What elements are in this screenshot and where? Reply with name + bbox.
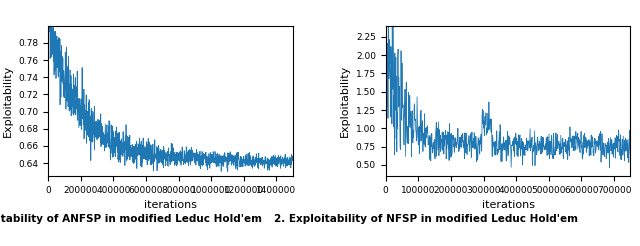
Text: 1. Exploitability of ANFSP in modified Leduc Hold'em: 1. Exploitability of ANFSP in modified L…	[0, 214, 262, 224]
Y-axis label: Exploitability: Exploitability	[340, 65, 350, 137]
Text: 2. Exploitability of NFSP in modified Leduc Hold'em: 2. Exploitability of NFSP in modified Le…	[274, 214, 578, 224]
Y-axis label: Exploitability: Exploitability	[3, 65, 13, 137]
X-axis label: iterations: iterations	[481, 200, 534, 210]
X-axis label: iterations: iterations	[144, 200, 197, 210]
